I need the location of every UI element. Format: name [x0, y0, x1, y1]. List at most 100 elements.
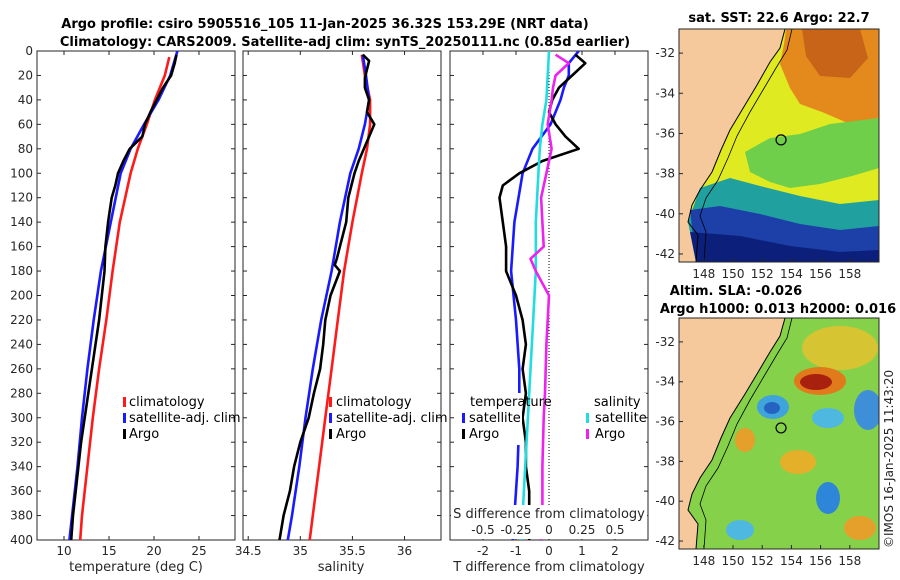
map-x-tick-label: 158	[838, 267, 861, 281]
map-x-tick-label: 152	[751, 267, 774, 281]
sla-low-centre	[812, 408, 844, 428]
map-x-tick-label: 148	[692, 554, 715, 568]
map-x-tick-label: 156	[809, 267, 832, 281]
map-x-tick-label: 148	[692, 267, 715, 281]
y-tick-label: 80	[18, 142, 33, 156]
sla-high-north	[802, 326, 878, 370]
legend-swatch-satellite-adj	[329, 413, 332, 423]
x-tick-label: -1	[510, 544, 522, 558]
map-x-tick-label: 158	[838, 554, 861, 568]
temperature-panel: 10 15 20 25 0 20 40 60 80 100 120 140 160 180 200 220 24…	[10, 44, 241, 575]
sla-low-southwest	[726, 520, 754, 540]
sla-low-east	[854, 390, 879, 430]
y-tick-label: 300	[10, 411, 33, 425]
series-line-s-argo	[529, 53, 571, 540]
y-tick-label: 120	[10, 191, 33, 205]
map-x-tick-label: 154	[780, 554, 803, 568]
sst-map-title: sat. SST: 22.6 Argo: 22.7	[688, 11, 869, 26]
x-tick-label: 15	[101, 544, 116, 558]
x2-tick-label: 0.25	[569, 523, 596, 537]
difference-xlabel2: S difference from climatology	[453, 507, 645, 522]
y-tick-label: 140	[10, 215, 33, 229]
difference-legend: temperature satellite Argo salinity sate…	[460, 393, 647, 445]
figure-title-line1: Argo profile: csiro 5905516_105 11-Jan-2…	[61, 17, 588, 32]
x-tick-label: 25	[191, 544, 206, 558]
sla-low-south	[816, 482, 840, 514]
y-tick-label: 20	[18, 68, 33, 82]
legend-swatch-s-satellite	[586, 413, 589, 423]
sst-map-ticks: 148 150 152 154 156 158 -32 -34 -36 -38 -40 -42	[655, 46, 861, 281]
sst-shelf-contour	[699, 29, 793, 262]
temperature-lines	[68, 51, 179, 540]
legend-label-s-satellite: satellite	[595, 411, 647, 426]
salinity-lines	[278, 53, 376, 540]
map-y-tick-label: -40	[655, 494, 675, 508]
salinity-panel: 34.5 35 35.5 36 salinity climatology satell…	[235, 50, 448, 575]
sla-high-south	[780, 450, 816, 474]
sst-argo-position-marker	[775, 134, 787, 146]
series-line-climatology	[308, 54, 372, 540]
temperature-xlabel: temperature (deg C)	[69, 560, 203, 575]
map-x-tick-label: 154	[780, 267, 803, 281]
x-tick-label: 10	[56, 544, 71, 558]
sla-map-image	[679, 318, 879, 549]
sla-high-southeast	[844, 516, 876, 540]
salinity-ticks: 34.5 35 35.5 36	[235, 50, 441, 558]
x-tick-label: 0	[545, 544, 553, 558]
y-tick-label: 160	[10, 240, 33, 254]
map-x-tick-label: 150	[722, 554, 745, 568]
sst-cold-deep	[690, 232, 879, 262]
difference-panel: -2 -1 0 1 2 T difference from climatology S …	[449, 50, 649, 575]
sla-high-max	[800, 374, 832, 390]
y-tick-label: 260	[10, 362, 33, 376]
sst-coastline	[687, 29, 786, 262]
temperature-plot-frame	[36, 50, 236, 541]
legend-label-t-argo: Argo	[469, 427, 499, 442]
legend-swatch-argo	[329, 429, 332, 439]
legend-label-satellite-adj: satellite-adj. clim	[336, 411, 448, 426]
legend-swatch-argo	[123, 429, 126, 439]
y-tick-label: 100	[10, 166, 33, 180]
sst-eddy-green	[745, 118, 879, 188]
temperature-ticks: 10 15 20 25 0 20 40 60 80 100 120 140 160 180 200 220 24…	[10, 44, 235, 558]
legend-swatch-t-argo	[462, 429, 465, 439]
y-tick-label: 320	[10, 435, 33, 449]
legend-label-satellite-adj: satellite-adj. clim	[129, 411, 241, 426]
sla-map-title: Altim. SLA: -0.026	[670, 284, 802, 299]
sla-map-frame	[678, 317, 880, 550]
sla-coastline	[687, 318, 786, 549]
imos-watermark: ©IMOS 16-Jan-2025 11:43:20	[882, 370, 896, 548]
series-line-s-satellite	[520, 51, 551, 540]
x-tick-label: 36	[397, 544, 412, 558]
y-tick-label: 400	[10, 533, 33, 547]
legend-title-salinity: salinity	[594, 395, 641, 410]
x2-tick-label: -0.25	[500, 523, 531, 537]
salinity-xlabel: salinity	[318, 560, 365, 575]
map-y-tick-label: -34	[655, 375, 675, 389]
figure-title-line2: Climatology: CARS2009. Satellite-adj cli…	[60, 35, 630, 50]
legend-label-t-satellite: satellite	[469, 411, 521, 426]
y-tick-label: 340	[10, 460, 33, 474]
map-y-tick-label: -38	[655, 454, 675, 468]
y-tick-label: 380	[10, 509, 33, 523]
legend-label-argo: Argo	[336, 427, 366, 442]
sst-map-panel: sat. SST: 22.6 Argo: 22.7 148 150 152 154 15…	[655, 11, 880, 281]
map-x-tick-label: 156	[809, 554, 832, 568]
sla-map-panel: Altim. SLA: -0.026 Argo h1000: 0.013 h20…	[655, 284, 896, 568]
y-tick-label: 180	[10, 264, 33, 278]
legend-box-salinity	[582, 393, 646, 445]
legend-swatch-satellite-adj	[123, 413, 126, 423]
sla-map-ticks: 148 150 152 154 156 158 -32 -34 -36 -38 -40 -42	[655, 335, 861, 568]
s-axis-label-background	[451, 505, 647, 539]
x-tick-label: 35	[293, 544, 308, 558]
legend-label-s-argo: Argo	[595, 427, 625, 442]
legend-swatch-climatology	[329, 397, 332, 407]
y-tick-label: 0	[25, 44, 33, 58]
legend-label-argo: Argo	[129, 427, 159, 442]
x2-tick-label: 0.5	[605, 523, 624, 537]
map-y-tick-label: -42	[655, 247, 675, 261]
salinity-legend: climatology satellite-adj. clim Argo	[329, 395, 448, 442]
salinity-difference-ticks: -0.5 -0.25 0 0.25 0.5	[471, 523, 624, 537]
legend-swatch-climatology	[123, 397, 126, 407]
x-tick-label: 20	[146, 544, 161, 558]
